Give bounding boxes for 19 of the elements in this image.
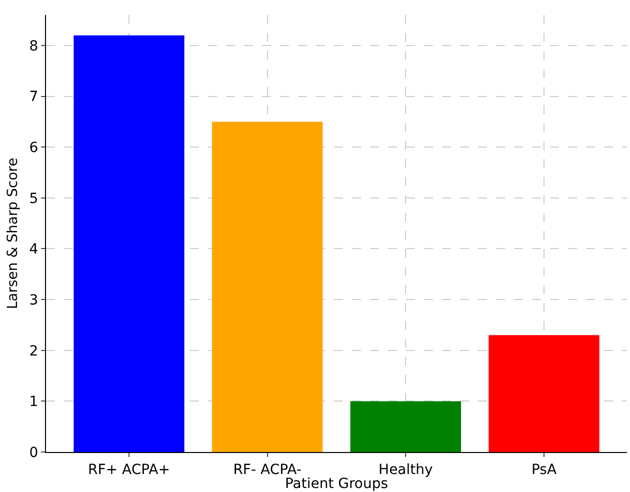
y-tick-label: 6 bbox=[29, 140, 38, 156]
bar bbox=[74, 35, 184, 452]
bar bbox=[350, 401, 461, 452]
y-tick-label: 2 bbox=[29, 343, 38, 360]
y-tick-label: 3 bbox=[29, 292, 38, 308]
y-tick-label: 8 bbox=[29, 38, 38, 54]
x-axis-title: Patient Groups bbox=[284, 476, 388, 492]
x-tick-label: RF- ACPA- bbox=[233, 462, 302, 478]
bar bbox=[212, 122, 323, 452]
y-axis-title: Larsen & Sharp Score bbox=[4, 158, 21, 310]
x-tick-label: Healthy bbox=[378, 462, 433, 478]
y-tick-label: 0 bbox=[29, 444, 38, 461]
y-tick-label: 7 bbox=[29, 89, 38, 106]
x-tick-label: RF+ ACPA+ bbox=[88, 462, 170, 478]
y-tick-label: 5 bbox=[29, 190, 38, 207]
x-tick-label: PsA bbox=[531, 462, 557, 478]
bar bbox=[488, 335, 600, 452]
y-tick-label: 4 bbox=[29, 242, 38, 258]
y-tick-label: 1 bbox=[29, 394, 38, 410]
